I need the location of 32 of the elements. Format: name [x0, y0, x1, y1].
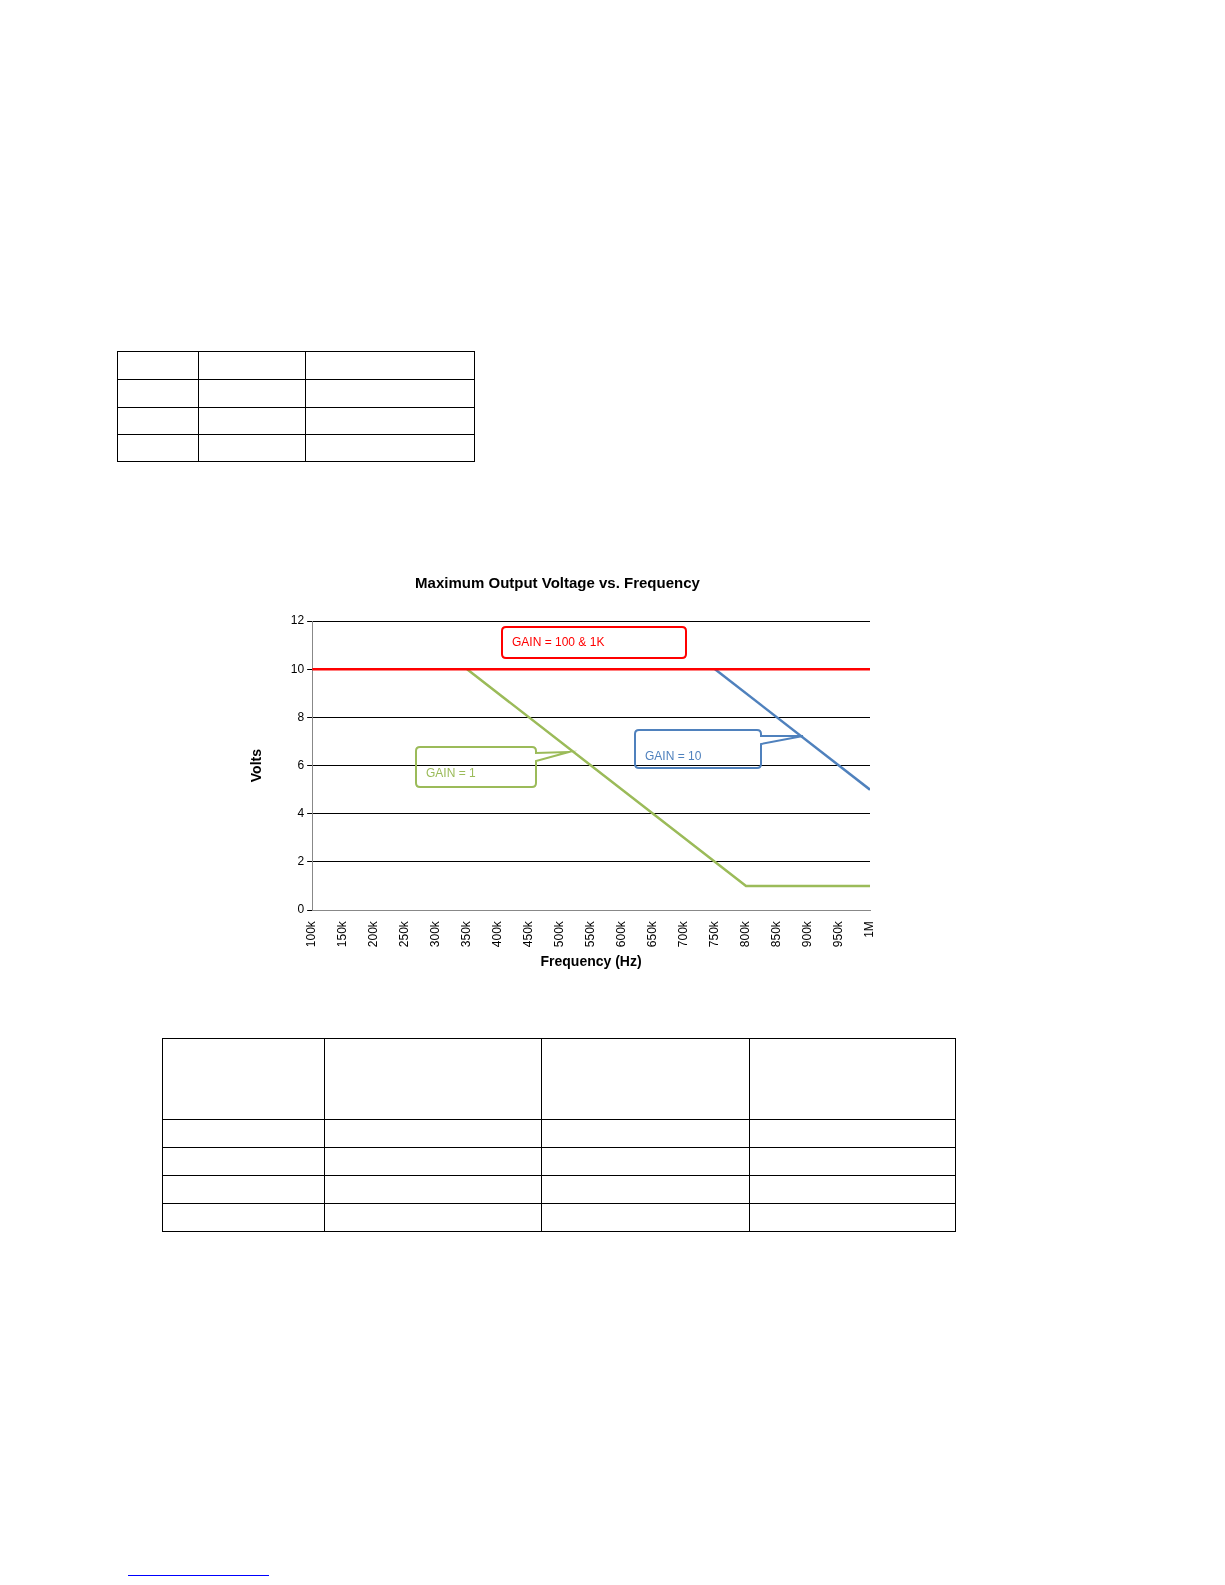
x-tick-label: 800k — [738, 920, 753, 948]
x-tick-label: 200k — [366, 920, 381, 948]
y-axis-title: Volts — [248, 748, 265, 783]
x-tick-label: 950k — [831, 920, 846, 948]
x-tick-label: 250k — [397, 920, 412, 948]
text: GAIN = 10 — [645, 749, 702, 764]
x-tick-label: 600k — [614, 920, 629, 948]
text: GAIN = 1 — [426, 766, 477, 781]
y-tick-label: 2 — [297, 854, 305, 869]
chart-title: Maximum Output Voltage vs. Frequency — [415, 574, 701, 592]
x-axis-title: Frequency (Hz) — [540, 953, 642, 970]
y-tick-label: 10 — [290, 661, 305, 676]
x-tick-label: 900k — [800, 920, 815, 948]
x-tick-label: 550k — [583, 920, 598, 948]
x-tick-label: 1M — [862, 921, 877, 938]
x-tick-label: 150k — [335, 920, 350, 948]
y-tick-label: 0 — [297, 902, 305, 917]
y-tick-label: 6 — [297, 757, 305, 772]
x-tick-label: 850k — [769, 920, 784, 948]
x-tick-label: 400k — [490, 920, 505, 948]
x-tick-label: 650k — [645, 920, 660, 948]
series-label: GAIN = 100 & 1K — [512, 635, 605, 650]
x-tick-label: 500k — [552, 920, 567, 948]
x-tick-label: 750k — [707, 920, 722, 948]
y-tick-label: 8 — [297, 709, 305, 724]
x-tick-label: 700k — [676, 920, 691, 948]
x-tick-label: 300k — [428, 920, 443, 948]
x-tick-label: 450k — [521, 920, 536, 948]
x-tick-label: 100k — [304, 920, 319, 948]
x-tick-label: 350k — [459, 920, 474, 948]
y-tick-label: 12 — [290, 613, 305, 628]
y-tick-label: 4 — [297, 806, 305, 821]
